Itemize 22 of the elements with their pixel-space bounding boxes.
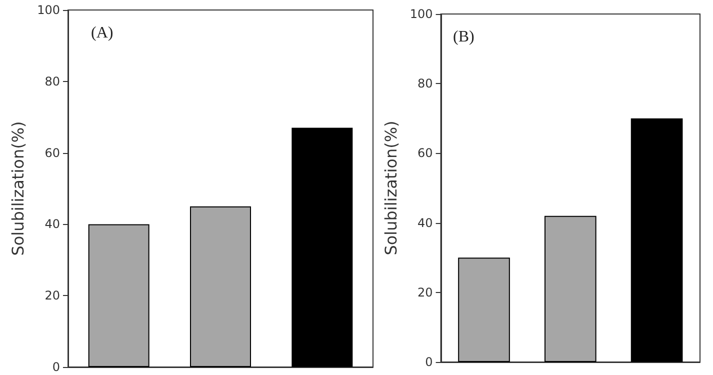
bar (292, 128, 353, 367)
y-tick-label: 0 (425, 355, 433, 369)
y-tick-label: 60 (418, 146, 433, 160)
y-tick-label: 20 (44, 288, 60, 303)
y-axis-title: Solubilization(%) (8, 121, 28, 256)
bar (458, 258, 510, 362)
bar (544, 216, 596, 362)
bar (190, 206, 251, 367)
y-tick-label: 20 (418, 285, 433, 300)
y-tick-label: 40 (44, 217, 60, 232)
y-axis-title: Solubilization(%) (382, 120, 400, 256)
y-tick-label: 40 (418, 216, 433, 230)
bar (630, 118, 683, 362)
y-tick-label: 80 (418, 76, 433, 91)
y-tick-label: 80 (44, 74, 60, 88)
y-tick-label: 60 (44, 146, 60, 160)
y-tick-label: 0 (52, 360, 60, 374)
y-tick-label: 100 (410, 7, 433, 21)
text: (B) (453, 28, 474, 46)
y-tick-label: 100 (37, 3, 60, 17)
text: (A) (91, 24, 114, 42)
bar (88, 224, 150, 367)
